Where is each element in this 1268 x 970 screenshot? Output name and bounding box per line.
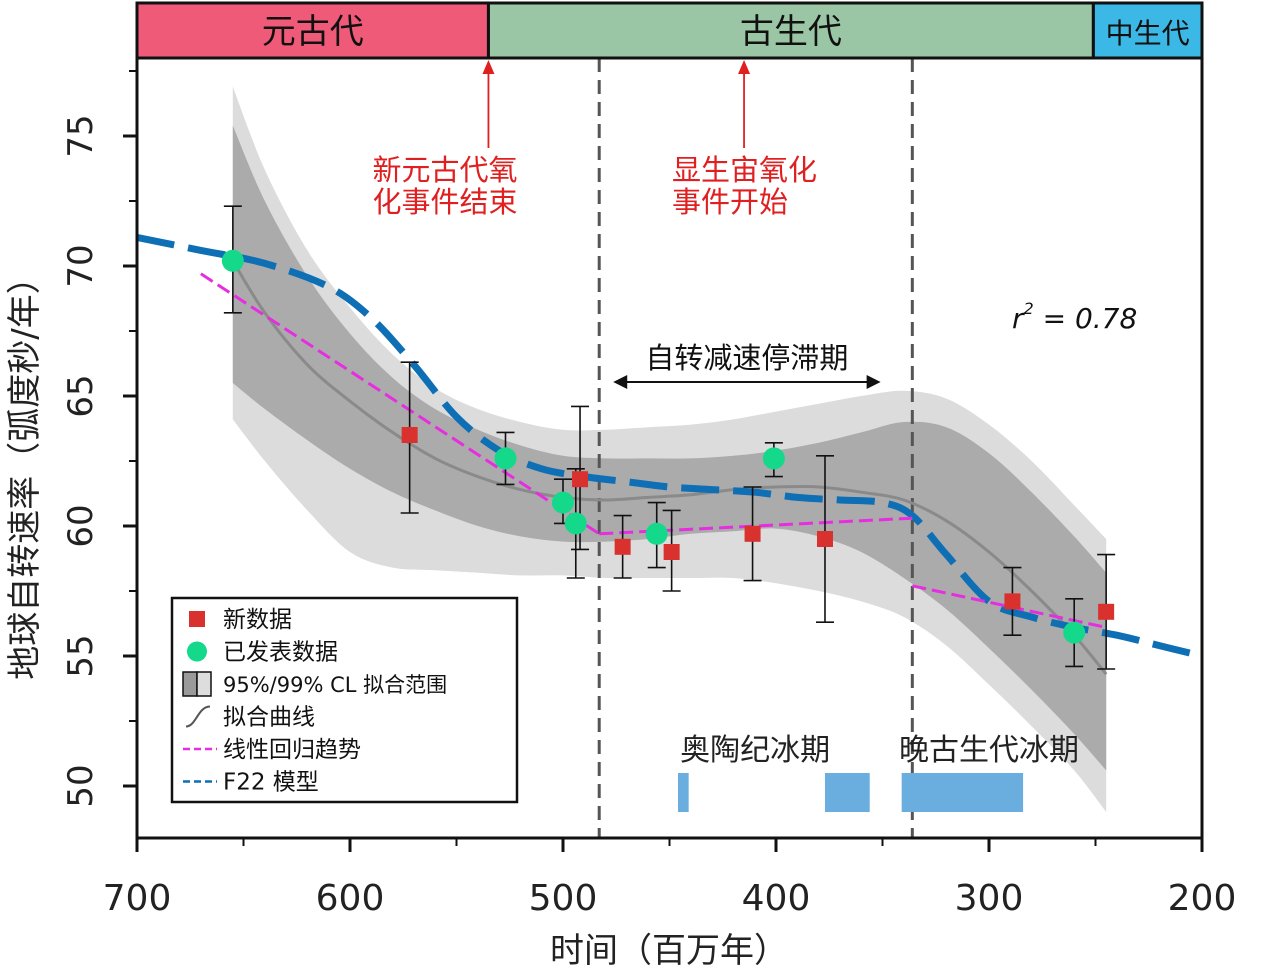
era-label-0: 元古代 — [262, 12, 364, 52]
glaciation-block-1 — [824, 773, 870, 812]
x-tick-label: 400 — [742, 878, 811, 919]
r-squared-superscript: 2 — [1024, 299, 1034, 318]
glaciation-blocks: 奥陶纪冰期 晚古生代冰期 — [678, 733, 1079, 812]
new-data-point — [663, 544, 680, 560]
era-box-0 — [135, 1, 490, 60]
annotation-text-0-0: 新元古代氧 — [372, 153, 517, 187]
x-axis-title: 时间（百万年） — [550, 931, 788, 970]
legend-box — [170, 596, 519, 804]
y-tick-label: 50 — [61, 764, 101, 807]
published-data-point — [762, 447, 785, 470]
annotation-text-1-0: 显生宙氧化 — [672, 153, 817, 187]
data-points — [221, 249, 1115, 644]
legend-label: 新数据 — [223, 607, 292, 633]
y-tick-label: 75 — [61, 114, 101, 157]
new-data-point — [816, 531, 833, 547]
era-box-1 — [486, 1, 1095, 60]
x-tick-label: 700 — [103, 878, 172, 919]
r-squared-label: r2 = 0.78 — [1012, 299, 1137, 335]
new-data-point — [401, 427, 418, 443]
new-data-point — [1098, 603, 1115, 620]
glaciation-label-0: 奥陶纪冰期 — [680, 733, 830, 768]
annotation-arrowhead-1 — [738, 60, 751, 74]
f22-model-line — [137, 233, 1202, 660]
glaciation-block-2 — [901, 773, 1024, 812]
legend-curve-icon — [185, 705, 211, 728]
r-squared-value: = 0.78 — [1034, 302, 1138, 335]
ci99-area — [232, 86, 1107, 813]
y-axis-title: 地球自转速率（弧度秒/年） — [5, 260, 45, 679]
annotation-text-0-1: 化事件结束 — [372, 185, 517, 219]
x-tick-label: 200 — [1168, 878, 1237, 919]
axes: 700 600 500 400 300 200 50 55 60 65 70 75 — [61, 70, 1237, 919]
y-tick-label: 70 — [61, 244, 101, 287]
legend-band95-icon — [182, 671, 198, 697]
published-data-point — [645, 522, 668, 545]
ci95-band — [232, 125, 1107, 771]
new-data-point — [572, 471, 589, 488]
legend-label: 已发表数据 — [223, 640, 338, 666]
f22-model-path — [137, 233, 1202, 660]
legend-label: 95%/99% CL 拟合范围 — [223, 673, 447, 697]
published-data-point — [1063, 621, 1086, 644]
new-data-point — [744, 525, 761, 542]
stagnation-label: 自转减速停滞期 — [645, 341, 848, 375]
published-data-point — [494, 447, 517, 470]
ci95-area — [232, 125, 1107, 771]
y-tick-label: 55 — [61, 634, 101, 677]
era-bar: 元古代 古生代 中生代 — [135, 1, 1204, 60]
era-label-2: 中生代 — [1106, 17, 1190, 50]
legend-square-icon — [189, 611, 205, 627]
annotation-text-1-1: 事件开始 — [672, 185, 788, 219]
legend-band99-icon — [196, 671, 212, 697]
stagnation-arrowhead-left — [613, 375, 628, 389]
x-tick-label: 500 — [529, 878, 598, 919]
legend-circle-icon — [187, 641, 207, 662]
stagnation-arrowhead-right — [866, 375, 881, 389]
legend-label: F22 模型 — [223, 770, 319, 796]
y-tick-label: 65 — [61, 374, 101, 417]
published-data-point — [564, 512, 587, 535]
published-data-point — [221, 249, 244, 272]
legend-label: 线性回归趋势 — [223, 737, 361, 763]
fit-curve — [231, 260, 1108, 676]
era-label-1: 古生代 — [740, 12, 842, 52]
ci99-band — [232, 86, 1107, 813]
annotation-arrowhead-0 — [482, 60, 495, 74]
glaciation-label-1: 晚古生代冰期 — [899, 733, 1079, 768]
published-data-point — [552, 491, 574, 514]
y-tick-label: 60 — [61, 504, 101, 547]
new-data-point — [1004, 593, 1021, 610]
new-data-point — [614, 538, 631, 555]
boundary-lines — [597, 58, 914, 838]
legend-label: 拟合曲线 — [223, 705, 315, 731]
x-tick-label: 300 — [955, 878, 1024, 919]
r-squared-r: r — [1012, 302, 1025, 335]
fit-curve-path — [231, 260, 1108, 676]
plot-area: 奥陶纪冰期 晚古生代冰期 — [137, 58, 1202, 838]
x-tick-label: 600 — [316, 878, 385, 919]
glaciation-block-0 — [678, 773, 689, 812]
